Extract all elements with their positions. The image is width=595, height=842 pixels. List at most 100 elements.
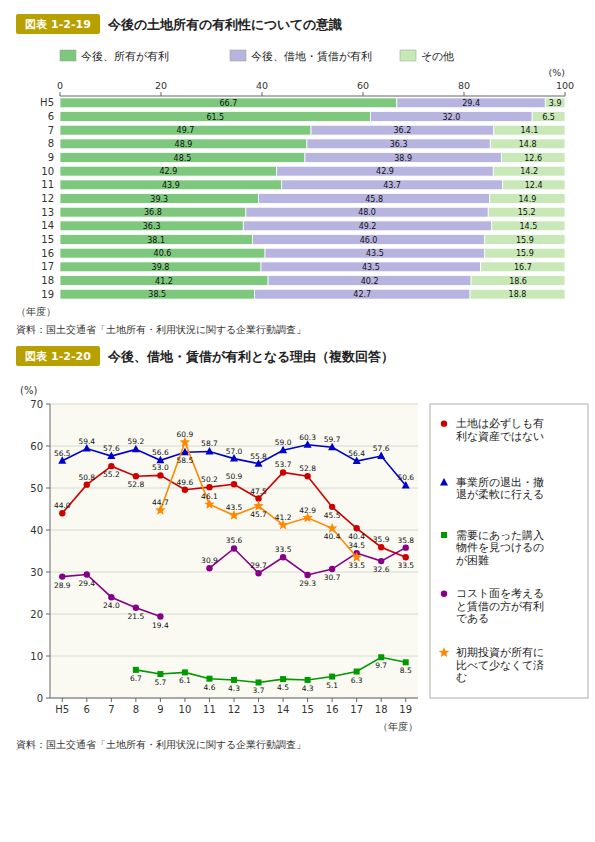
category-label: 12 [41, 193, 54, 204]
series-line [62, 575, 160, 617]
data-label: 6.3 [351, 676, 363, 685]
tick [46, 446, 50, 447]
series-line [62, 445, 405, 486]
x-axis-label: （年度） [378, 721, 418, 732]
data-label: 47.5 [250, 487, 267, 496]
legend-label-line: と賃借の方が有利 [456, 600, 544, 612]
tick [283, 698, 284, 702]
bar [545, 98, 565, 108]
data-label: 36.2 [393, 126, 411, 135]
data-label: 4.3 [228, 684, 240, 693]
category-label: 17 [41, 261, 54, 272]
tick [363, 92, 364, 96]
data-label: 39.8 [152, 263, 170, 272]
data-label: 59.0 [275, 438, 292, 447]
category-label: 14 [41, 220, 54, 231]
bar [261, 262, 481, 272]
point [378, 544, 384, 550]
point [157, 671, 163, 677]
point [59, 510, 65, 516]
data-label: 58.5 [177, 456, 194, 465]
data-label: 32.0 [442, 113, 460, 122]
data-label: 3.7 [253, 686, 265, 695]
bar [60, 235, 252, 245]
tick-label: 80 [458, 80, 470, 91]
legend-label-line: 利な資産ではない [456, 430, 544, 442]
point [206, 484, 212, 490]
tick [184, 698, 185, 702]
legend-label: コスト面を考えると賃借の方が有利である [456, 587, 544, 624]
bar [481, 262, 565, 272]
bar [60, 139, 307, 149]
tick [46, 404, 50, 405]
bar [485, 235, 565, 245]
legend-label: 今後、借地・賃借が有利 [251, 50, 372, 62]
category-label: 8 [48, 138, 54, 149]
tick-label: 40 [256, 80, 268, 91]
tick [160, 698, 161, 702]
data-label: 18.8 [509, 290, 527, 299]
tick [46, 614, 50, 615]
data-label: 43.5 [366, 249, 384, 258]
point [351, 552, 361, 562]
tick [62, 698, 63, 702]
y-axis-label: (%) [20, 385, 37, 396]
bar [60, 112, 371, 122]
tick-label: 7 [108, 704, 114, 715]
bar [397, 98, 545, 108]
legend-label-line: である [456, 612, 489, 624]
category-label: 6 [48, 111, 54, 122]
bar [470, 289, 565, 299]
tick-label: 0 [37, 693, 43, 704]
tick-label: 9 [157, 704, 163, 715]
legend-box [430, 404, 588, 698]
category-label: 11 [41, 179, 54, 190]
point [133, 473, 139, 479]
data-label: 55.8 [250, 452, 267, 461]
data-label: 46.1 [201, 492, 218, 501]
point [206, 676, 212, 682]
series-line [209, 548, 405, 575]
bar [371, 112, 533, 122]
bar [60, 98, 397, 108]
category-label: H5 [40, 97, 54, 108]
data-label: 45.7 [250, 510, 267, 519]
tick-label: 12 [228, 704, 241, 715]
data-label: 42.9 [299, 506, 316, 515]
point [84, 571, 90, 577]
category-label: 18 [41, 275, 54, 286]
legend-swatch [400, 50, 416, 61]
data-label: 48.9 [175, 140, 193, 149]
tick-label: 19 [399, 704, 412, 715]
legend-marker [441, 532, 447, 538]
tick [135, 698, 136, 702]
data-label: 50.2 [201, 475, 218, 484]
data-label: 33.5 [275, 545, 292, 554]
point [403, 659, 409, 665]
tick [307, 698, 308, 702]
data-label: 53.7 [275, 460, 292, 469]
point [59, 573, 65, 579]
data-label: 41.2 [275, 513, 292, 522]
data-label: 21.5 [128, 612, 145, 621]
point [353, 525, 359, 531]
point [329, 674, 335, 680]
bar [60, 125, 311, 135]
bar [258, 194, 489, 204]
bar [60, 166, 277, 176]
data-label: 14.2 [520, 167, 538, 176]
data-label: 35.9 [373, 535, 390, 544]
data-label: 36.3 [390, 140, 408, 149]
tick [111, 698, 112, 702]
data-label: 57.6 [103, 444, 120, 453]
data-label: 29.3 [299, 579, 316, 588]
tick [86, 698, 87, 702]
tick [405, 698, 406, 702]
category-label: 19 [41, 289, 54, 300]
source-note: 資料：国土交通省「土地所有・利用状況に関する企業行動調査」 [16, 739, 306, 750]
bar [60, 207, 246, 217]
point [108, 594, 114, 600]
data-label: 55.2 [103, 470, 120, 479]
point [157, 613, 163, 619]
tick-label: 8 [133, 704, 139, 715]
